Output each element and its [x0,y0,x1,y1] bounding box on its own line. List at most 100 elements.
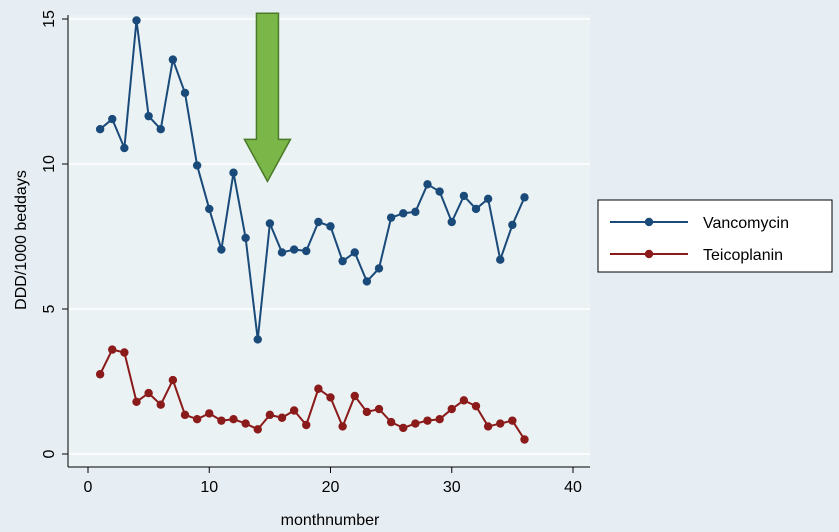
data-point-teicoplanin-10 [205,409,214,418]
x-tick-label-20: 20 [322,479,340,496]
data-point-teicoplanin-31 [459,396,469,405]
data-point-teicoplanin-12 [229,415,238,424]
data-point-teicoplanin-1 [95,370,105,379]
data-point-teicoplanin-23 [362,407,372,417]
legend: Vancomycin Teicoplanin [597,199,833,273]
data-point-vancomycin-31 [459,191,469,201]
data-point-teicoplanin-35 [508,416,517,425]
data-point-vancomycin-34 [496,255,505,264]
data-point-vancomycin-10 [205,204,214,214]
legend-box [597,199,833,273]
data-point-teicoplanin-2 [108,345,117,354]
data-point-vancomycin-2 [108,114,117,124]
data-point-vancomycin-30 [447,217,456,227]
data-point-vancomycin-32 [471,204,481,214]
data-point-vancomycin-14 [253,335,262,344]
data-point-vancomycin-25 [386,213,396,222]
x-tick-label-10: 10 [200,479,218,496]
data-point-teicoplanin-32 [471,401,481,411]
data-point-teicoplanin-15 [265,410,275,420]
data-point-teicoplanin-8 [180,410,190,420]
data-point-vancomycin-22 [350,248,359,257]
data-point-teicoplanin-21 [338,422,347,431]
data-point-teicoplanin-36 [520,435,529,444]
legend-swatch-marker-teicoplanin [644,249,654,259]
data-point-teicoplanin-26 [399,423,408,433]
data-point-vancomycin-12 [229,168,238,177]
data-point-teicoplanin-5 [144,388,153,398]
data-point-teicoplanin-27 [411,419,420,428]
data-point-teicoplanin-24 [374,404,384,414]
data-point-vancomycin-23 [362,277,372,286]
annotation-arrow [243,12,292,183]
data-point-teicoplanin-22 [350,391,359,401]
data-point-teicoplanin-14 [253,425,262,434]
data-point-vancomycin-18 [302,246,311,256]
data-point-teicoplanin-19 [314,384,323,393]
legend-label-vancomycin: Vancomycin [703,215,789,232]
data-point-teicoplanin-11 [217,416,226,425]
series-group [95,16,529,444]
grid-lines [68,18,590,455]
data-point-vancomycin-6 [156,125,165,134]
data-point-vancomycin-29 [435,187,444,196]
data-point-vancomycin-9 [192,161,202,170]
data-point-vancomycin-16 [277,248,287,257]
data-point-vancomycin-28 [423,180,432,189]
y-tick-label-10: 10 [41,155,58,173]
series-vancomycin [95,16,529,344]
data-point-teicoplanin-28 [423,416,432,425]
data-point-teicoplanin-16 [277,413,287,422]
y-tick-label-15: 15 [41,10,58,28]
annotation [243,12,292,183]
data-point-vancomycin-36 [520,193,529,202]
legend-label-teicoplanin: Teicoplanin [703,247,783,264]
data-point-teicoplanin-3 [120,348,129,357]
data-point-vancomycin-19 [314,217,323,227]
data-point-teicoplanin-34 [496,419,505,428]
plot-area [68,15,590,467]
series-teicoplanin [95,345,529,444]
data-point-teicoplanin-33 [483,422,493,431]
y-tick-label-5: 5 [41,304,58,313]
legend-swatch-marker-vancomycin [644,217,654,227]
data-point-vancomycin-24 [374,264,384,273]
data-point-vancomycin-3 [120,143,129,153]
data-point-vancomycin-13 [241,233,250,243]
data-point-vancomycin-15 [265,219,275,228]
x-axis-label: monthnumber [281,512,380,529]
y-tick-label-0: 0 [41,449,58,458]
data-point-vancomycin-1 [95,125,105,134]
data-point-teicoplanin-25 [386,417,396,427]
data-point-vancomycin-20 [326,222,335,231]
data-point-vancomycin-21 [338,256,347,266]
data-point-vancomycin-4 [132,16,141,25]
data-point-vancomycin-26 [399,209,408,218]
data-point-teicoplanin-7 [168,375,178,385]
x-tick-label-0: 0 [84,479,93,496]
data-point-teicoplanin-30 [447,404,456,414]
data-point-vancomycin-27 [411,207,420,217]
legend-item-teicoplanin: Teicoplanin [610,247,783,264]
axes [62,15,590,473]
data-point-teicoplanin-4 [132,397,141,406]
legend-item-vancomycin: Vancomycin [610,215,789,232]
data-point-teicoplanin-17 [289,406,299,415]
data-point-teicoplanin-20 [326,393,335,402]
data-point-teicoplanin-18 [302,420,311,430]
data-point-vancomycin-5 [144,111,153,121]
data-point-teicoplanin-29 [435,415,444,424]
data-point-vancomycin-11 [217,245,226,254]
x-tick-label-40: 40 [564,479,582,496]
y-axis-label: DDD/1000 beddays [13,170,30,310]
data-point-teicoplanin-9 [192,415,202,424]
series-line-vancomycin [99,19,526,341]
data-point-teicoplanin-13 [241,419,250,428]
data-point-vancomycin-17 [289,245,299,254]
data-point-teicoplanin-6 [156,400,165,409]
x-tick-label-30: 30 [443,479,461,496]
data-point-vancomycin-33 [483,194,493,203]
data-point-vancomycin-35 [508,220,517,230]
data-point-vancomycin-8 [180,88,190,98]
